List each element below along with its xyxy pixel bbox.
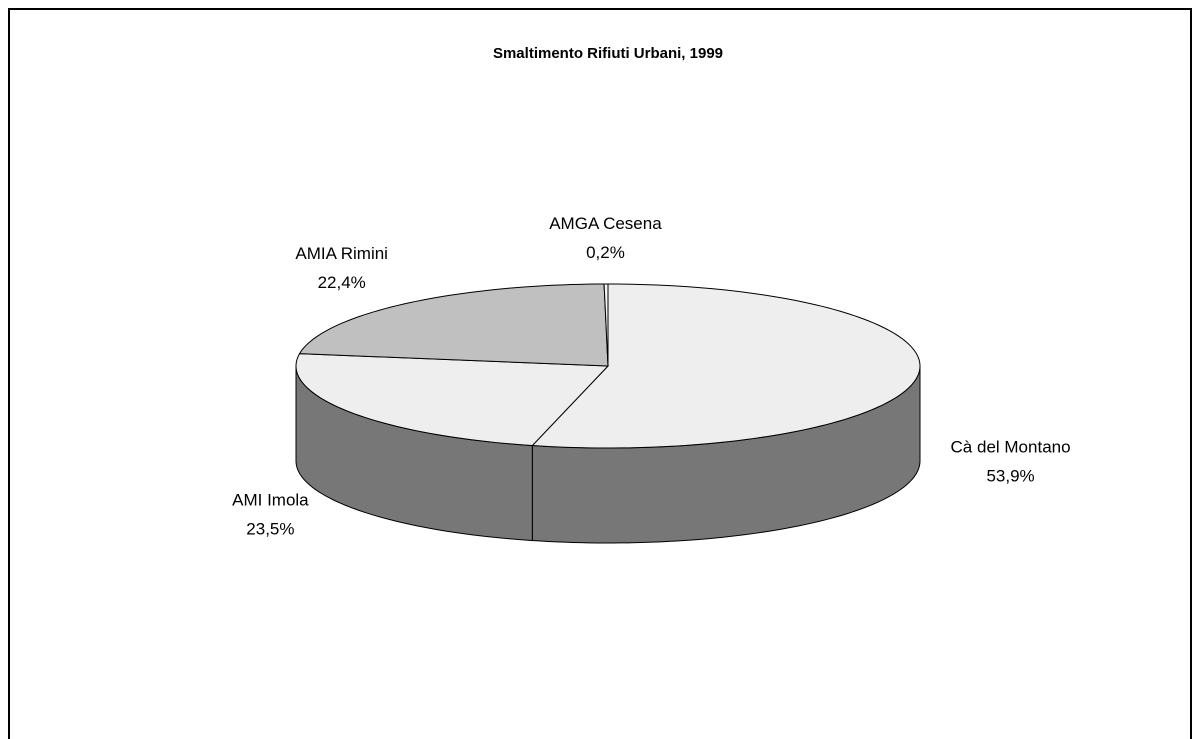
- label-value: 23,5%: [246, 520, 294, 539]
- pie-slice: [295, 353, 610, 447]
- label-name: AMIA Rimini: [295, 244, 388, 263]
- label-name: AMGA Cesena: [549, 214, 662, 233]
- chart-title: Smaltimento Rifiuti Urbani, 1999: [493, 45, 723, 62]
- pie-slice: [603, 283, 609, 367]
- pie-slice: [298, 283, 609, 367]
- label-value: 0,2%: [586, 243, 625, 262]
- label-name: Cà del Montano: [951, 438, 1071, 457]
- label-name: AMI Imola: [232, 491, 309, 510]
- pie-slice: [531, 283, 921, 449]
- label-value: 53,9%: [986, 467, 1034, 486]
- data-label: Cà del Montano 53,9%: [951, 438, 1071, 486]
- chart-frame: [8, 8, 1192, 739]
- data-label: AMGA Cesena 0,2%: [549, 214, 662, 262]
- label-value: 22,4%: [318, 273, 366, 292]
- data-label: AMI Imola 23,5%: [232, 491, 309, 539]
- data-label: AMIA Rimini 22,4%: [295, 244, 388, 292]
